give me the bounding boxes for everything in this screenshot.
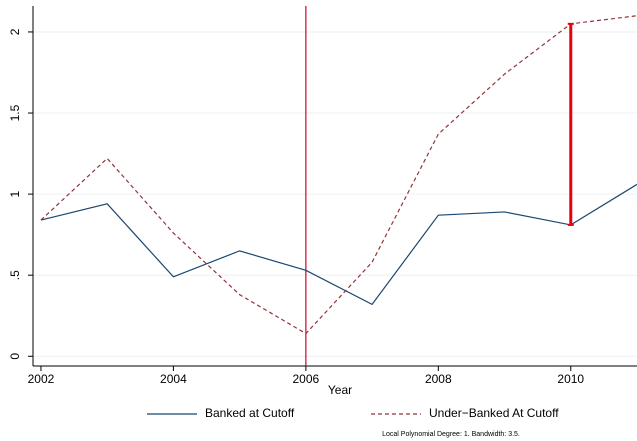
y-tick-label: 0: [8, 353, 22, 360]
note: Local Polynomial Degree: 1. Bandwidth: 3…: [382, 431, 520, 438]
legend-label: Under−Banked At Cutoff: [429, 406, 559, 420]
series-line: [40, 15, 637, 335]
x-tick-label: 2008: [425, 372, 452, 386]
series-line: [40, 183, 637, 306]
x-tick-label: 2006: [293, 372, 320, 386]
x-axis-label: Year: [328, 383, 352, 397]
y-tick-label: 1.5: [8, 104, 22, 121]
legend-label: Banked at Cutoff: [205, 406, 295, 420]
x-tick-label: 2004: [160, 372, 187, 386]
y-tick-label: 2: [8, 28, 22, 35]
x-tick-label: 2002: [28, 372, 55, 386]
y-tick-label: .5: [8, 270, 22, 280]
y-tick-label: 1: [8, 190, 22, 197]
x-tick-label: 2010: [557, 372, 584, 386]
